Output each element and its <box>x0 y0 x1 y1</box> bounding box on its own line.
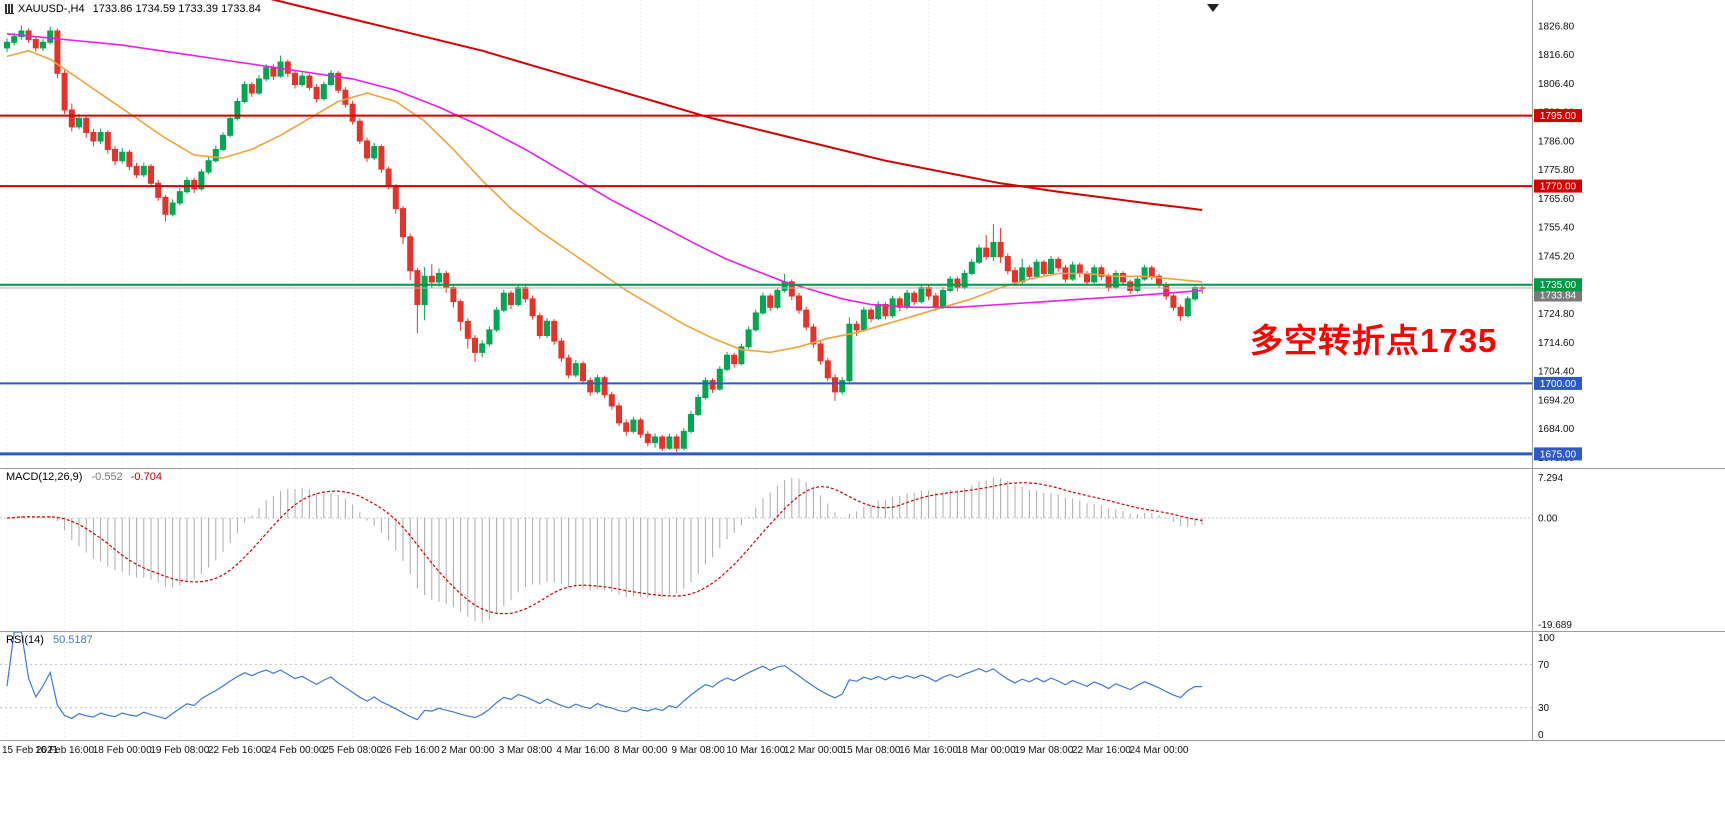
svg-text:100: 100 <box>1538 633 1555 644</box>
badge-1795.00: 1795.00 <box>1534 109 1582 123</box>
ohlc-values: 1733.86 1734.59 1733.39 1733.84 <box>92 3 261 15</box>
macd-name: MACD(12,26,9) <box>6 471 83 483</box>
macd-histogram <box>13 477 1203 623</box>
svg-text:1735.00: 1735.00 <box>1540 280 1577 291</box>
svg-text:1694.20: 1694.20 <box>1538 395 1575 406</box>
symbol-label: XAUUSD-,H4 <box>18 3 85 15</box>
price-chart[interactable]: 1826.801816.601806.401796.201786.001775.… <box>0 0 1725 770</box>
rsi-axis: 100 70 30 0 <box>1538 633 1555 741</box>
svg-text:16 Feb 16:00: 16 Feb 16:00 <box>35 745 94 756</box>
svg-text:7.294: 7.294 <box>1538 473 1563 484</box>
rsi-value: 50.5187 <box>52 634 93 646</box>
svg-text:1765.60: 1765.60 <box>1538 194 1575 205</box>
svg-text:18 Feb 00:00: 18 Feb 00:00 <box>93 745 152 756</box>
svg-text:15 Feb 2021: 15 Feb 2021 <box>2 745 59 756</box>
svg-text:10 Mar 16:00: 10 Mar 16:00 <box>726 745 785 756</box>
svg-text:22 Feb 16:00: 22 Feb 16:00 <box>208 745 267 756</box>
ma-slow-red[interactable] <box>252 0 1203 211</box>
rsi-name: RSI(14) <box>6 634 44 646</box>
macd-signal-line <box>6 482 1203 615</box>
rsi-indicator-label: RSI(14) 50.5187 <box>6 634 93 646</box>
symbol-title: XAUUSD-,H4 1733.86 1734.59 1733.39 1733.… <box>5 3 261 15</box>
svg-text:70: 70 <box>1538 660 1550 671</box>
svg-text:2 Mar 00:00: 2 Mar 00:00 <box>441 745 495 756</box>
svg-text:1733.84: 1733.84 <box>1540 291 1577 302</box>
svg-text:8 Mar 00:00: 8 Mar 00:00 <box>614 745 668 756</box>
badge-1675.00: 1675.00 <box>1534 447 1582 461</box>
macd-main-value: -0.552 <box>91 471 123 483</box>
price-axis: 1826.801816.601806.401796.201786.001775.… <box>1538 21 1575 463</box>
svg-text:1826.80: 1826.80 <box>1538 21 1575 32</box>
svg-text:24 Mar 00:00: 24 Mar 00:00 <box>1130 745 1189 756</box>
svg-text:1675.00: 1675.00 <box>1540 449 1577 460</box>
svg-text:26 Feb 16:00: 26 Feb 16:00 <box>381 745 440 756</box>
macd-axis: 7.294 0.00 -19.689 <box>1538 473 1572 631</box>
svg-text:1775.80: 1775.80 <box>1538 165 1575 176</box>
svg-text:1806.40: 1806.40 <box>1538 79 1575 90</box>
svg-text:0: 0 <box>1538 730 1544 741</box>
svg-text:1786.00: 1786.00 <box>1538 136 1575 147</box>
annotation-text[interactable]: 多空转折点1735 <box>1250 322 1498 359</box>
svg-text:18 Mar 00:00: 18 Mar 00:00 <box>957 745 1016 756</box>
svg-text:22 Mar 16:00: 22 Mar 16:00 <box>1072 745 1131 756</box>
svg-text:19 Feb 08:00: 19 Feb 08:00 <box>150 745 209 756</box>
macd-signal-value: -0.704 <box>130 471 162 483</box>
chart-icon <box>5 4 14 14</box>
svg-text:15 Mar 08:00: 15 Mar 08:00 <box>842 745 901 756</box>
svg-text:24 Feb 00:00: 24 Feb 00:00 <box>266 745 325 756</box>
badge-1770.00: 1770.00 <box>1534 179 1582 193</box>
svg-text:16 Mar 16:00: 16 Mar 16:00 <box>899 745 958 756</box>
ma-fast-orange[interactable] <box>6 49 1203 354</box>
current-price-badge: 1733.84 <box>1534 288 1582 302</box>
svg-text:1724.80: 1724.80 <box>1538 309 1575 320</box>
pane-separators <box>0 0 1725 741</box>
svg-text:9 Mar 08:00: 9 Mar 08:00 <box>672 745 726 756</box>
svg-text:1714.60: 1714.60 <box>1538 338 1575 349</box>
svg-text:12 Mar 00:00: 12 Mar 00:00 <box>784 745 843 756</box>
price-shift-marker <box>1207 4 1219 12</box>
svg-text:1770.00: 1770.00 <box>1540 182 1577 193</box>
badge-1700.00: 1700.00 <box>1534 376 1582 390</box>
svg-text:1795.00: 1795.00 <box>1540 111 1577 122</box>
macd-indicator-label: MACD(12,26,9) -0.552 -0.704 <box>6 471 162 483</box>
svg-text:1745.20: 1745.20 <box>1538 251 1575 262</box>
svg-text:1704.40: 1704.40 <box>1538 367 1575 378</box>
svg-text:0.00: 0.00 <box>1538 514 1558 525</box>
svg-text:1816.60: 1816.60 <box>1538 50 1575 61</box>
svg-text:4 Mar 16:00: 4 Mar 16:00 <box>556 745 610 756</box>
svg-text:1684.00: 1684.00 <box>1538 424 1575 435</box>
rsi-pane <box>0 663 1532 709</box>
candles <box>4 25 1206 452</box>
svg-text:19 Mar 08:00: 19 Mar 08:00 <box>1014 745 1073 756</box>
svg-text:1700.00: 1700.00 <box>1540 379 1577 390</box>
svg-text:25 Feb 08:00: 25 Feb 08:00 <box>323 745 382 756</box>
svg-text:3 Mar 08:00: 3 Mar 08:00 <box>499 745 553 756</box>
rsi-line <box>6 631 1203 721</box>
svg-text:30: 30 <box>1538 703 1550 714</box>
badge-1735.00: 1735.00 <box>1534 278 1582 292</box>
svg-text:1755.40: 1755.40 <box>1538 223 1575 234</box>
svg-text:-19.689: -19.689 <box>1538 620 1572 631</box>
ma-mid-magenta[interactable] <box>6 33 1203 309</box>
